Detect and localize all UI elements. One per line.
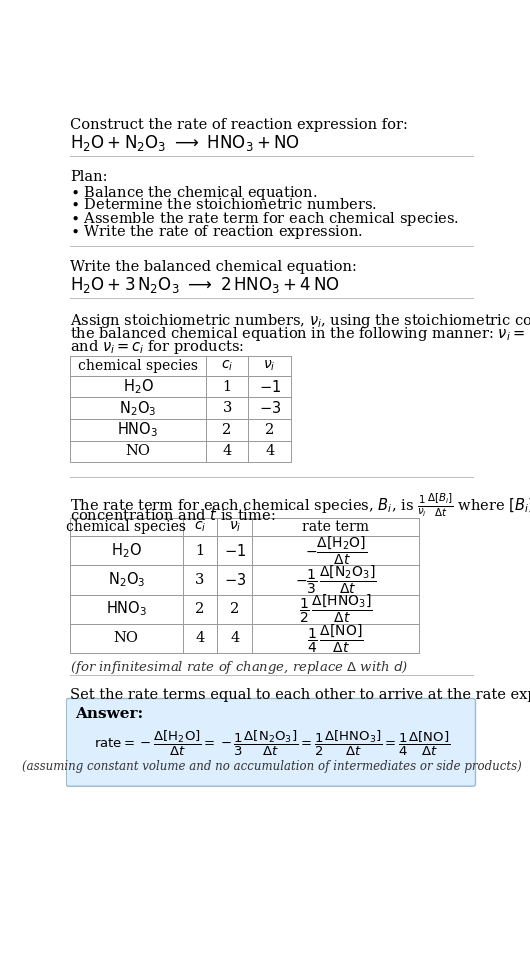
- Text: Write the balanced chemical equation:: Write the balanced chemical equation:: [70, 260, 357, 273]
- Text: concentration and $t$ is time:: concentration and $t$ is time:: [70, 507, 276, 523]
- Text: $\dfrac{1}{4}\,\dfrac{\Delta[\mathrm{NO}]}{\Delta t}$: $\dfrac{1}{4}\,\dfrac{\Delta[\mathrm{NO}…: [307, 623, 364, 655]
- Text: $-1$: $-1$: [224, 543, 246, 558]
- Text: 2: 2: [223, 423, 232, 436]
- Text: NO: NO: [114, 631, 139, 645]
- FancyBboxPatch shape: [66, 699, 475, 787]
- Text: $-\dfrac{\Delta[\mathrm{H_2O}]}{\Delta t}$: $-\dfrac{\Delta[\mathrm{H_2O}]}{\Delta t…: [305, 535, 367, 567]
- Text: $\mathrm{HNO_3}$: $\mathrm{HNO_3}$: [117, 421, 158, 439]
- Text: 4: 4: [196, 631, 205, 645]
- Text: $\bullet$ Balance the chemical equation.: $\bullet$ Balance the chemical equation.: [70, 184, 317, 202]
- Text: $-1$: $-1$: [259, 379, 281, 394]
- Text: Set the rate terms equal to each other to arrive at the rate expression:: Set the rate terms equal to each other t…: [70, 688, 530, 703]
- Text: 4: 4: [230, 631, 240, 645]
- Text: $\mathrm{rate} = -\dfrac{\Delta[\mathrm{H_2O}]}{\Delta t}= -\dfrac{1}{3}\dfrac{\: $\mathrm{rate} = -\dfrac{\Delta[\mathrm{…: [93, 728, 450, 757]
- Bar: [70, 397, 291, 419]
- Bar: [70, 419, 291, 440]
- Text: $\bullet$ Assemble the rate term for each chemical species.: $\bullet$ Assemble the rate term for eac…: [70, 210, 459, 228]
- Text: $\mathrm{N_2O_3}$: $\mathrm{N_2O_3}$: [108, 571, 145, 590]
- Text: rate term: rate term: [302, 520, 369, 534]
- Bar: [70, 565, 419, 594]
- Text: Answer:: Answer:: [76, 707, 144, 721]
- Bar: [70, 536, 419, 565]
- Text: $\bullet$ Write the rate of reaction expression.: $\bullet$ Write the rate of reaction exp…: [70, 224, 363, 241]
- Text: 2: 2: [230, 602, 240, 616]
- Text: $\mathrm{N_2O_3}$: $\mathrm{N_2O_3}$: [119, 399, 157, 418]
- Text: chemical species: chemical species: [66, 520, 187, 534]
- Text: $\nu_i$: $\nu_i$: [228, 519, 241, 534]
- Text: $-3$: $-3$: [259, 400, 281, 416]
- Text: NO: NO: [126, 444, 151, 459]
- Text: 4: 4: [223, 444, 232, 459]
- Text: (assuming constant volume and no accumulation of intermediates or side products): (assuming constant volume and no accumul…: [22, 760, 522, 773]
- Text: the balanced chemical equation in the following manner: $\nu_i = -c_i$ for react: the balanced chemical equation in the fo…: [70, 325, 530, 343]
- Text: 2: 2: [265, 423, 275, 436]
- Text: 4: 4: [265, 444, 275, 459]
- Text: $\mathrm{H_2O + N_2O_3\ \longrightarrow\ HNO_3 + NO}$: $\mathrm{H_2O + N_2O_3\ \longrightarrow\…: [70, 134, 300, 153]
- Bar: [70, 440, 291, 462]
- Text: 2: 2: [196, 602, 205, 616]
- Bar: [70, 594, 419, 624]
- Text: Assign stoichiometric numbers, $\nu_i$, using the stoichiometric coefficients, $: Assign stoichiometric numbers, $\nu_i$, …: [70, 312, 530, 330]
- Text: (for infinitesimal rate of change, replace $\Delta$ with $d$): (for infinitesimal rate of change, repla…: [70, 659, 409, 676]
- Text: 1: 1: [196, 544, 205, 557]
- Text: $\bullet$ Determine the stoichiometric numbers.: $\bullet$ Determine the stoichiometric n…: [70, 197, 377, 212]
- Text: $\dfrac{1}{2}\,\dfrac{\Delta[\mathrm{HNO_3}]}{\Delta t}$: $\dfrac{1}{2}\,\dfrac{\Delta[\mathrm{HNO…: [299, 593, 373, 626]
- Text: $\mathrm{H_2O}$: $\mathrm{H_2O}$: [111, 542, 142, 560]
- Text: $c_i$: $c_i$: [221, 358, 233, 373]
- Text: 1: 1: [223, 380, 232, 393]
- Text: $\mathrm{H_2O}$: $\mathrm{H_2O}$: [122, 378, 153, 396]
- Text: The rate term for each chemical species, $B_i$, is $\frac{1}{\nu_i}\frac{\Delta[: The rate term for each chemical species,…: [70, 491, 530, 519]
- Text: chemical species: chemical species: [78, 359, 198, 373]
- Text: $-\dfrac{1}{3}\,\dfrac{\Delta[\mathrm{N_2O_3}]}{\Delta t}$: $-\dfrac{1}{3}\,\dfrac{\Delta[\mathrm{N_…: [295, 564, 376, 596]
- Text: 3: 3: [223, 401, 232, 415]
- Text: 3: 3: [195, 573, 205, 587]
- Text: $\mathrm{HNO_3}$: $\mathrm{HNO_3}$: [105, 600, 147, 619]
- Text: $\mathrm{H_2O + 3\,N_2O_3\ \longrightarrow\ 2\,HNO_3 + 4\,NO}$: $\mathrm{H_2O + 3\,N_2O_3\ \longrightarr…: [70, 275, 340, 295]
- Text: Plan:: Plan:: [70, 170, 108, 184]
- Bar: [70, 376, 291, 397]
- Bar: [70, 517, 419, 536]
- Bar: [70, 356, 291, 376]
- Text: $\nu_i$: $\nu_i$: [263, 358, 276, 373]
- Text: $c_i$: $c_i$: [194, 519, 206, 534]
- Text: and $\nu_i = c_i$ for products:: and $\nu_i = c_i$ for products:: [70, 338, 244, 356]
- Text: $-3$: $-3$: [224, 572, 246, 588]
- Bar: [70, 624, 419, 653]
- Text: Construct the rate of reaction expression for:: Construct the rate of reaction expressio…: [70, 118, 408, 132]
